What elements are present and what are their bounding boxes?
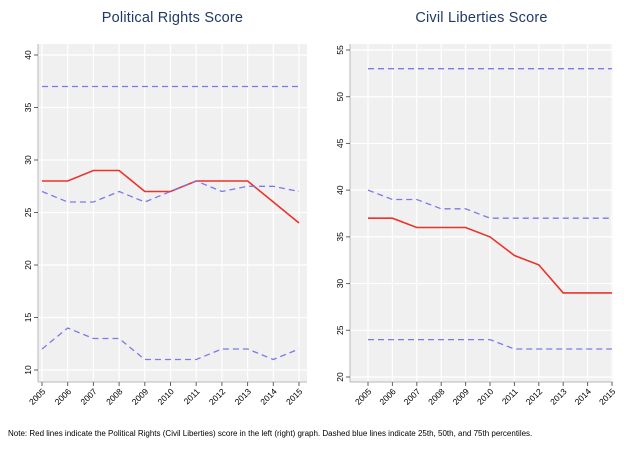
svg-text:2013: 2013: [233, 386, 254, 407]
svg-text:2008: 2008: [104, 386, 125, 407]
svg-text:55: 55: [335, 45, 345, 55]
svg-text:50: 50: [335, 92, 345, 102]
svg-text:2008: 2008: [426, 386, 447, 407]
svg-text:2012: 2012: [524, 386, 545, 407]
right-chart-title: Civil Liberties Score: [415, 10, 548, 26]
svg-text:2006: 2006: [53, 386, 74, 407]
left-chart-title: Political Rights Score: [101, 10, 244, 26]
svg-text:10: 10: [23, 365, 33, 375]
svg-text:40: 40: [23, 50, 33, 60]
svg-text:2010: 2010: [155, 386, 176, 407]
svg-text:2013: 2013: [548, 386, 569, 407]
svg-text:20: 20: [335, 372, 345, 382]
svg-text:30: 30: [335, 279, 345, 289]
svg-text:45: 45: [335, 138, 345, 148]
svg-text:2012: 2012: [207, 386, 228, 407]
svg-text:2005: 2005: [27, 386, 48, 407]
svg-text:2006: 2006: [377, 386, 398, 407]
svg-text:15: 15: [23, 313, 33, 323]
svg-text:30: 30: [23, 155, 33, 165]
svg-text:20: 20: [23, 260, 33, 270]
svg-text:2011: 2011: [182, 386, 202, 406]
svg-text:2007: 2007: [78, 386, 99, 407]
svg-text:35: 35: [335, 232, 345, 242]
svg-text:2015: 2015: [284, 386, 305, 407]
svg-text:2010: 2010: [475, 386, 496, 407]
svg-text:40: 40: [335, 185, 345, 195]
svg-text:2005: 2005: [353, 386, 374, 407]
svg-text:2007: 2007: [402, 386, 423, 407]
svg-text:2014: 2014: [258, 386, 279, 407]
figure-note: Note: Red lines indicate the Political R…: [8, 429, 533, 438]
svg-text:35: 35: [23, 103, 33, 113]
svg-text:25: 25: [335, 325, 345, 335]
civil-liberties-chart: 20 25 30 35 40 45 50 55 2005 2006 2007 2008 2009 2010…: [335, 44, 618, 407]
svg-text:25: 25: [23, 208, 33, 218]
svg-text:2009: 2009: [130, 386, 151, 407]
svg-text:2011: 2011: [500, 386, 520, 406]
svg-text:2015: 2015: [597, 386, 618, 407]
political-rights-chart: 10 15 20 25 30 35 40 2005 2006 2007 2008 2009 2010 20…: [23, 44, 307, 407]
svg-text:2009: 2009: [451, 386, 472, 407]
svg-text:2014: 2014: [573, 386, 594, 407]
